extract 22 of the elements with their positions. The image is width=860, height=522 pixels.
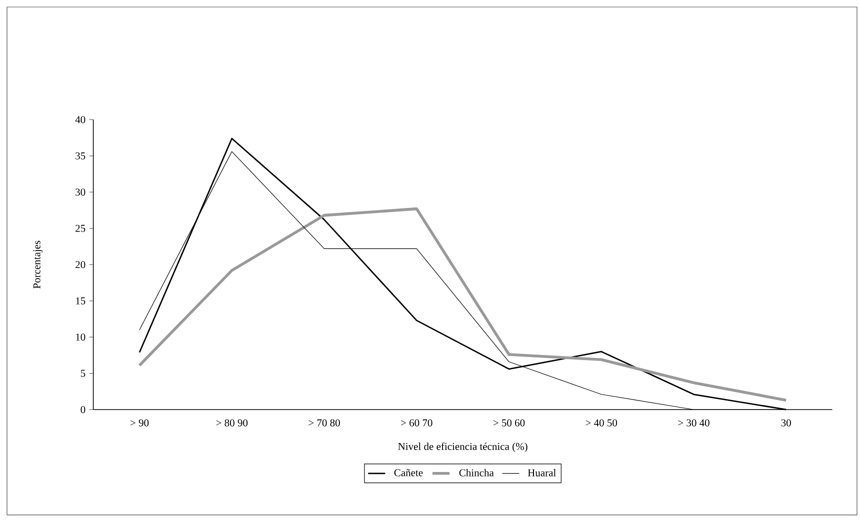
x-tick-label: > 50 60 xyxy=(493,419,525,426)
legend-label: Chincha xyxy=(459,468,494,476)
x-tick-label: > 90 xyxy=(130,419,149,426)
y-tick-label: 15 xyxy=(76,297,86,304)
y-tick-label: 35 xyxy=(76,152,86,160)
legend-label: Huaral xyxy=(528,468,556,476)
legend-label: Cañete xyxy=(394,469,423,476)
x-tick-label: > 40 50 xyxy=(586,419,618,426)
y-tick-label: 5 xyxy=(80,370,86,377)
y-tick-label: 30 xyxy=(76,188,86,196)
y-tick-label: 20 xyxy=(76,261,86,268)
x-tick-label: > 30 40 xyxy=(678,419,710,426)
x-tick-label: 30 xyxy=(781,419,791,426)
y-tick-label: 0 xyxy=(80,406,86,414)
y-tick-label: 40 xyxy=(75,116,86,124)
y-axis-title: Porcentajes xyxy=(33,240,42,289)
y-tick-label: 10 xyxy=(76,334,86,341)
x-tick-label: > 70 80 xyxy=(308,419,340,426)
y-tick-label: 25 xyxy=(76,224,86,232)
x-axis-title: Nivel de eficiencia técnica (%) xyxy=(398,442,528,452)
x-tick-label: > 60 70 xyxy=(401,419,432,426)
x-tick-label: > 80 90 xyxy=(216,419,248,426)
